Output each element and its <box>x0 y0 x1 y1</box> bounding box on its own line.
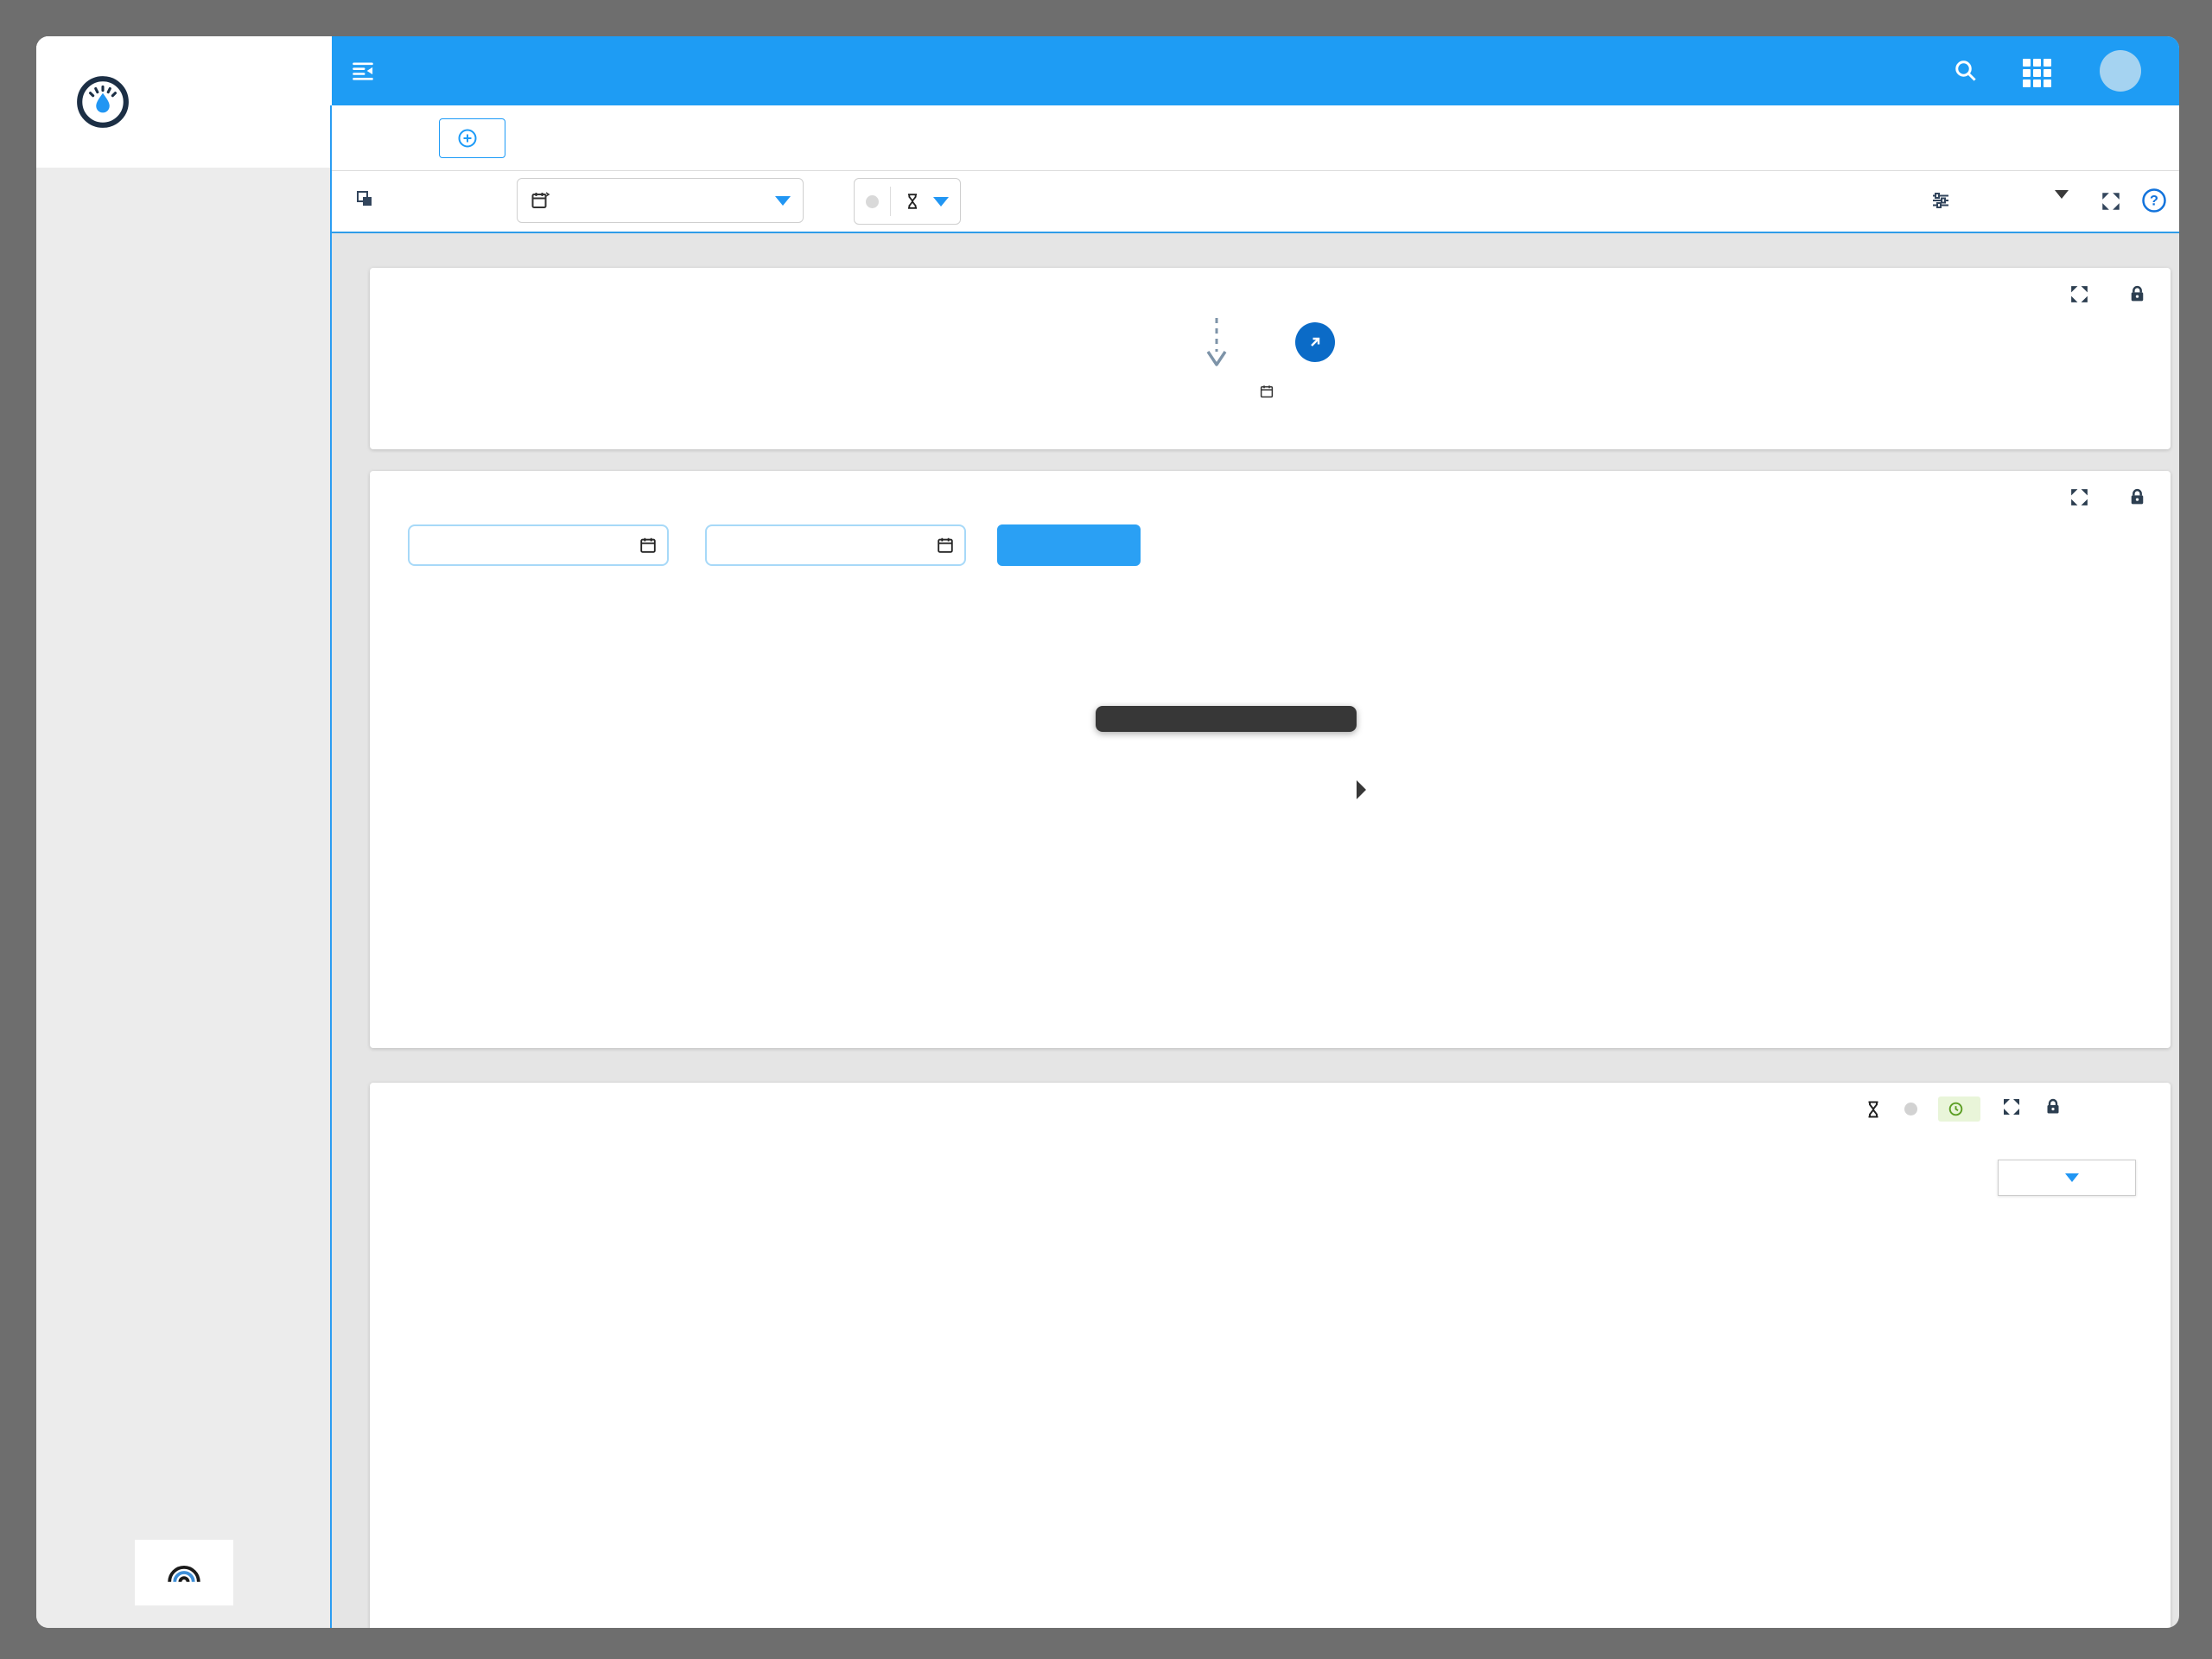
dashboard-tab-bar <box>332 105 2179 171</box>
help-icon[interactable]: ? <box>2141 188 2167 213</box>
user-avatar[interactable] <box>2100 50 2141 92</box>
fullscreen-icon[interactable] <box>2100 190 2122 213</box>
chevron-down-icon <box>2055 190 2069 199</box>
chart-tooltip <box>1096 706 1366 799</box>
to-date-input[interactable] <box>705 524 966 566</box>
axis-selector-dropdown[interactable] <box>1998 1160 2136 1196</box>
level-down-arrow-icon <box>1206 318 1227 366</box>
calendar-clock-icon <box>531 192 550 208</box>
chevron-down-icon <box>775 195 791 206</box>
expand-widget-icon[interactable] <box>2069 283 2090 305</box>
chart-y-axis-labels <box>370 644 439 981</box>
level-graph-widget <box>370 1083 2171 1628</box>
chevron-down-icon <box>2064 1173 2079 1182</box>
chart-y-axis-labels <box>370 1201 422 1628</box>
open-measurement-icon[interactable] <box>1295 322 1335 362</box>
level-widget <box>370 268 2171 449</box>
app-switcher-icon[interactable] <box>2023 59 2051 87</box>
kallipr-logo <box>135 1540 233 1605</box>
more-menu-button[interactable] <box>2046 190 2069 199</box>
hourglass-icon <box>907 194 917 209</box>
update-graph-button[interactable] <box>997 524 1141 566</box>
edit-widgets-button[interactable] <box>354 188 385 209</box>
top-header-bar <box>332 36 2179 105</box>
lock-widget-icon[interactable] <box>2126 283 2148 305</box>
calendar-icon <box>1260 385 1273 398</box>
chart-x-axis-labels <box>449 981 2160 1046</box>
status-dot <box>866 194 880 208</box>
app-window: ? <box>36 36 2179 1628</box>
app-logo <box>36 36 332 168</box>
collapse-title-icon[interactable] <box>351 59 375 83</box>
expand-widget-icon[interactable] <box>2001 1096 2022 1122</box>
sidebar <box>36 36 332 1628</box>
add-dashboard-button[interactable] <box>439 118 505 158</box>
edit-widgets-icon <box>357 191 372 206</box>
kallipr-arcs-icon <box>168 1565 200 1583</box>
clock-icon <box>1948 1102 1963 1116</box>
sidebar-footer <box>36 1540 332 1616</box>
chevron-down-icon <box>932 196 949 207</box>
expand-widget-icon[interactable] <box>2069 486 2090 508</box>
realtime-pause-control[interactable] <box>854 178 961 225</box>
lock-widget-icon[interactable] <box>2043 1096 2063 1122</box>
kallipr-chart-plot[interactable] <box>449 644 2160 975</box>
search-icon[interactable] <box>1953 58 1979 84</box>
dashboard-settings-button[interactable] <box>1930 190 1961 211</box>
kallipr-line-graph-widget <box>370 471 2171 1048</box>
sliders-icon <box>1933 193 1948 208</box>
realtime-badge[interactable] <box>1938 1096 1980 1122</box>
level-chart-plot[interactable] <box>429 1201 2164 1628</box>
from-date-input[interactable] <box>408 524 669 566</box>
lock-widget-icon[interactable] <box>2126 486 2148 508</box>
hourglass-icon[interactable] <box>1863 1099 1884 1120</box>
dashboard-toolbar: ? <box>332 171 2179 233</box>
cockpit-gauge-icon <box>77 76 129 128</box>
time-range-selector[interactable] <box>517 178 804 223</box>
status-dot <box>1904 1103 1917 1116</box>
svg-text:?: ? <box>2150 194 2158 209</box>
